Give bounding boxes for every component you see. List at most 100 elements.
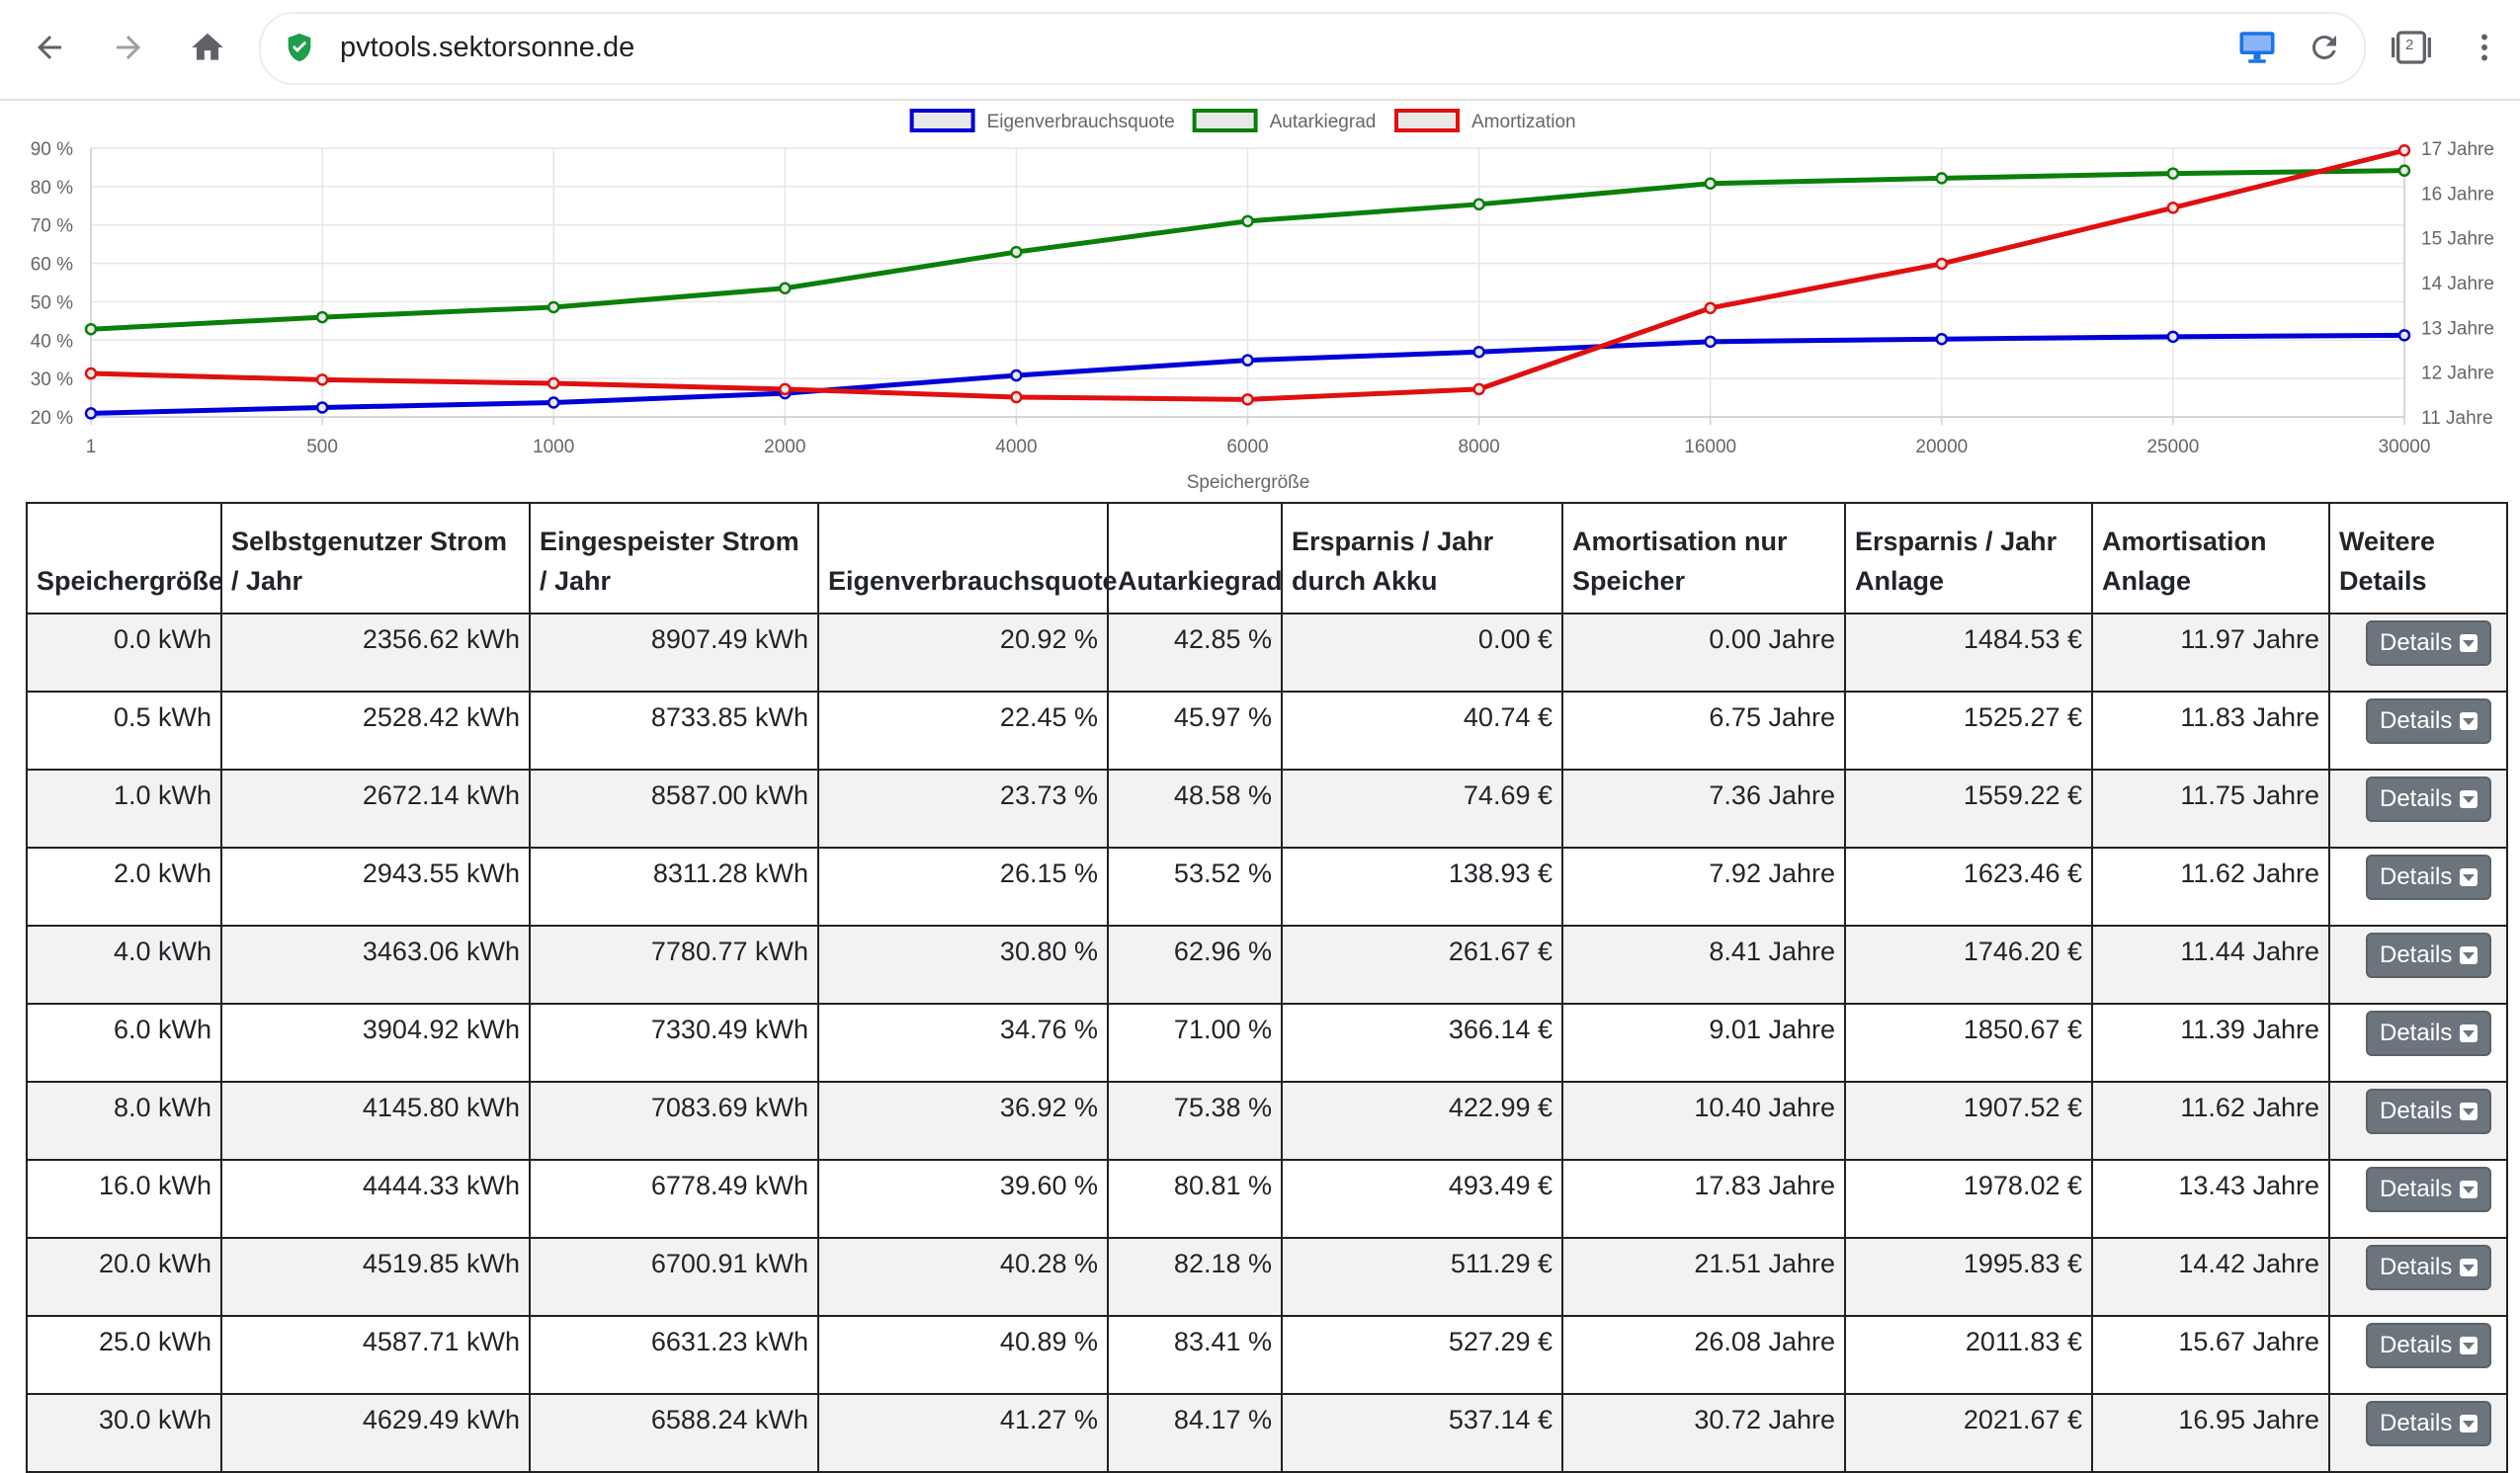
data-point <box>1010 245 1023 259</box>
reload-button[interactable] <box>2295 18 2354 77</box>
back-button[interactable] <box>20 18 79 77</box>
table-cell: 26.15 % <box>817 847 1109 927</box>
desktop-site-button[interactable] <box>2227 18 2287 77</box>
data-point <box>1935 172 1949 185</box>
data-point <box>2397 164 2411 177</box>
details-button[interactable]: Details <box>2366 620 2492 666</box>
y-right-tick-label: 17 Jahre <box>2421 139 2494 160</box>
table-row: 6.0 kWh 3904.92 kWh 7330.49 kWh 34.76 % 71.0… <box>26 1003 2508 1083</box>
y-left-tick-label: 70 % <box>31 216 73 237</box>
table-cell: 30.0 kWh <box>26 1393 222 1473</box>
table-cell: 1525.27 € <box>1844 691 2093 771</box>
data-point <box>2166 202 2180 214</box>
details-cell: Details <box>2328 1315 2508 1395</box>
table-cell: 1850.67 € <box>1844 1003 2093 1083</box>
forward-button[interactable] <box>99 18 158 77</box>
data-point <box>779 382 792 396</box>
menu-button[interactable] <box>2455 18 2514 77</box>
details-button[interactable]: Details <box>2366 1089 2492 1134</box>
table-cell: 11.62 Jahre <box>2091 1081 2330 1161</box>
x-tick-label: 8000 <box>1458 437 1499 457</box>
details-button[interactable]: Details <box>2366 1323 2492 1368</box>
table-cell: 40.89 % <box>817 1315 1109 1395</box>
table-cell: 39.60 % <box>817 1159 1109 1239</box>
table-cell: 6631.23 kWh <box>529 1315 819 1395</box>
results-table: Speichergröße Selbstgenutzer Strom / Jahr… <box>26 502 2508 1473</box>
table-cell: 8.0 kWh <box>26 1081 222 1161</box>
table-cell: 25.0 kWh <box>26 1315 222 1395</box>
chart-legend[interactable]: Eigenverbrauchsquote Autarkiegrad Amortiza… <box>909 109 1576 132</box>
details-button[interactable]: Details <box>2366 855 2492 900</box>
x-tick-label: 2000 <box>764 437 805 457</box>
details-button-label: Details <box>2380 863 2453 890</box>
table-cell: 1907.52 € <box>1844 1081 2093 1161</box>
table-cell: 16.95 Jahre <box>2091 1393 2330 1473</box>
tab-switcher-button[interactable]: 2 <box>2382 18 2441 77</box>
shield-check-icon <box>288 33 311 62</box>
details-button[interactable]: Details <box>2366 777 2492 822</box>
table-cell: 511.29 € <box>1281 1237 1563 1317</box>
data-point <box>315 373 329 386</box>
table-cell: 9.01 Jahre <box>1561 1003 1846 1083</box>
data-point <box>2397 144 2411 157</box>
table-cell: 2672.14 kWh <box>220 769 531 849</box>
column-header: Amortisation Anlage <box>2091 502 2330 614</box>
chart-axes: 20 % 30 % 40 % 50 % 60 % 70 % 80 % 90 % 11 Jahre… <box>31 139 2494 457</box>
legend-item[interactable]: Autarkiegrad <box>1192 109 1377 132</box>
chart-series <box>84 144 2411 420</box>
table-cell: 11.75 Jahre <box>2091 769 2330 849</box>
data-point <box>1010 368 1023 382</box>
details-button-label: Details <box>2380 785 2453 812</box>
data-point <box>1472 198 1485 211</box>
table-cell: 40.28 % <box>817 1237 1109 1317</box>
column-header: Speichergröße <box>26 502 223 614</box>
x-tick-label: 25000 <box>2146 437 2199 457</box>
details-button[interactable]: Details <box>2366 933 2492 978</box>
details-cell: Details <box>2328 1003 2508 1083</box>
data-point <box>1704 301 1717 315</box>
column-header: Autarkiegrad <box>1107 502 1283 614</box>
details-button[interactable]: Details <box>2366 1401 2492 1446</box>
legend-item[interactable]: Eigenverbrauchsquote <box>909 109 1175 132</box>
table-cell: 80.81 % <box>1107 1159 1283 1239</box>
data-point <box>84 407 98 420</box>
details-button[interactable]: Details <box>2366 1167 2492 1212</box>
caret-down-icon <box>2460 1024 2478 1042</box>
details-button-label: Details <box>2380 1098 2453 1124</box>
table-cell: 42.85 % <box>1107 613 1283 693</box>
column-header: Ersparnis / Jahr durch Akku <box>1281 502 1563 614</box>
table-cell: 30.72 Jahre <box>1561 1393 1846 1473</box>
home-button[interactable] <box>178 18 237 77</box>
details-button-label: Details <box>2380 1410 2453 1436</box>
desktop-monitor-icon <box>2239 32 2275 63</box>
table-cell: 23.73 % <box>817 769 1109 849</box>
column-header: Weitere Details <box>2328 502 2508 614</box>
table-cell: 7780.77 kWh <box>529 925 819 1005</box>
data-point <box>315 401 329 414</box>
table-cell: 11.97 Jahre <box>2091 613 2330 693</box>
legend-item[interactable]: Amortization <box>1394 109 1576 132</box>
details-button-label: Details <box>2380 1332 2453 1358</box>
details-button[interactable]: Details <box>2366 1245 2492 1290</box>
table-row: 20.0 kWh 4519.85 kWh 6700.91 kWh 40.28 % 82.… <box>26 1237 2508 1317</box>
x-tick-label: 16000 <box>1684 437 1736 457</box>
table-cell: 2.0 kWh <box>26 847 222 927</box>
details-button[interactable]: Details <box>2366 1011 2492 1056</box>
caret-down-icon <box>2460 1337 2478 1354</box>
data-point <box>546 396 560 409</box>
table-cell: 0.0 kWh <box>26 613 222 693</box>
table-cell: 261.67 € <box>1281 925 1563 1005</box>
address-bar[interactable]: pvtools.sektorsonne.de <box>259 12 2366 85</box>
x-tick-label: 500 <box>306 437 338 457</box>
details-button[interactable]: Details <box>2366 698 2492 744</box>
table-row: 1.0 kWh 2672.14 kWh 8587.00 kWh 23.73 % 48.5… <box>26 769 2508 849</box>
y-right-tick-label: 14 Jahre <box>2421 274 2494 294</box>
x-tick-label: 1 <box>86 437 97 457</box>
details-cell: Details <box>2328 1393 2508 1473</box>
table-cell: 8.41 Jahre <box>1561 925 1846 1005</box>
table-cell: 3904.92 kWh <box>220 1003 531 1083</box>
table-cell: 2356.62 kWh <box>220 613 531 693</box>
table-row: 16.0 kWh 4444.33 kWh 6778.49 kWh 39.60 % 80.… <box>26 1159 2508 1239</box>
table-cell: 45.97 % <box>1107 691 1283 771</box>
table-header-row: Speichergröße Selbstgenutzer Strom / Jahr… <box>26 502 2508 614</box>
